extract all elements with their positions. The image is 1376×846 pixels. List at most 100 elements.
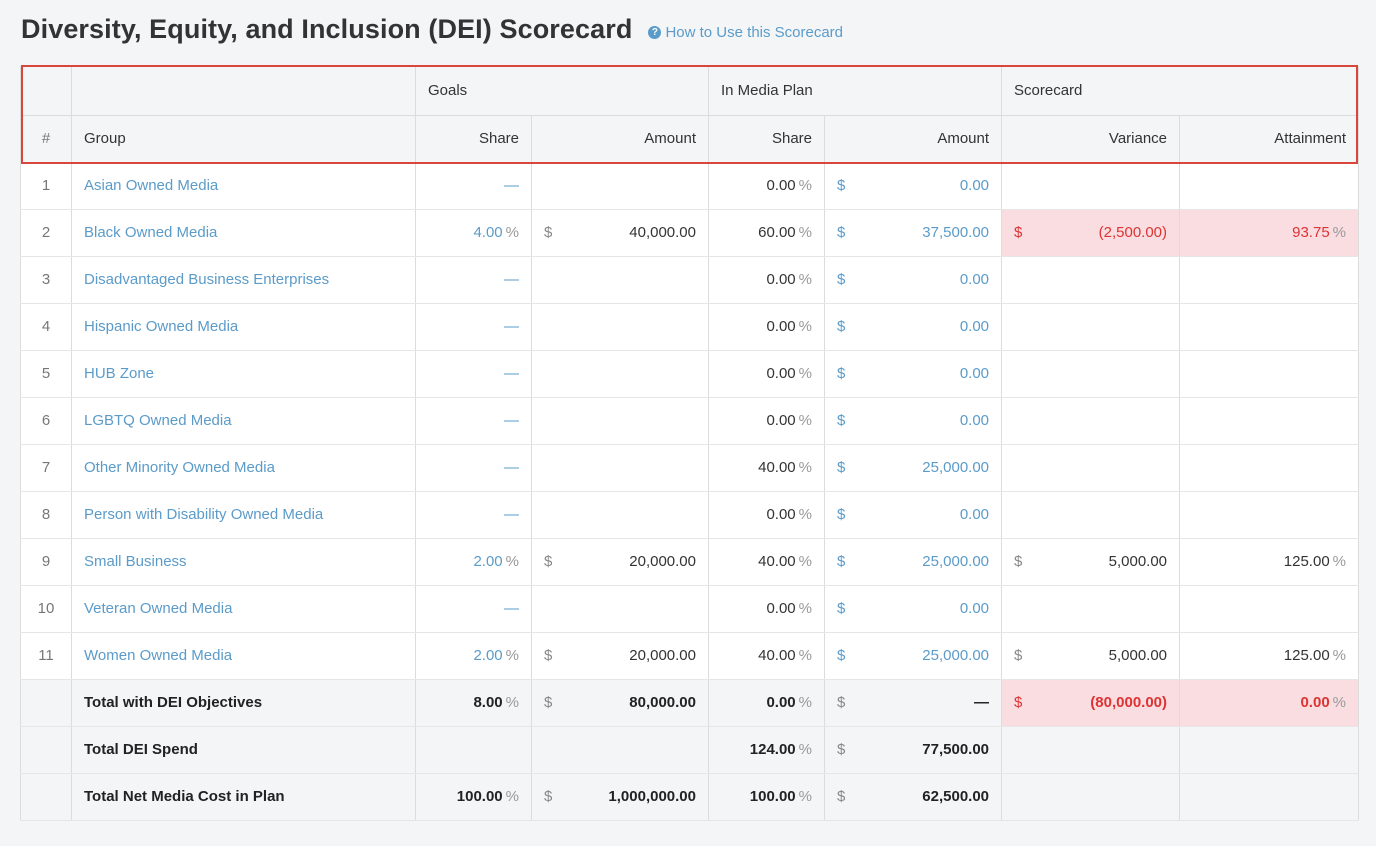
percent-sign: %: [798, 694, 812, 711]
empty-cell: [531, 350, 709, 398]
percent-sign: %: [1332, 553, 1347, 570]
table-row: 8 Person with Disability Owned Media — 0…: [20, 491, 1360, 539]
group-link[interactable]: Black Owned Media: [71, 209, 416, 257]
empty-cell: [531, 397, 709, 445]
total-plan-amount: $62,500.00: [824, 773, 1003, 821]
empty-cell: [1001, 350, 1181, 398]
row-index: 1: [20, 162, 72, 210]
group-link[interactable]: Hispanic Owned Media: [71, 303, 416, 351]
total-row: Total with DEI Objectives 8.00% $80,000.…: [20, 679, 1360, 727]
plan-share-cell: 0.00%: [708, 350, 825, 398]
plan-amount-cell: $0.00: [824, 350, 1003, 398]
header-blank-index: [20, 66, 72, 116]
percent-sign: %: [798, 600, 812, 617]
empty-cell: [1001, 256, 1181, 304]
table-row: 4 Hispanic Owned Media — 0.00% $0.00: [20, 303, 1360, 351]
help-link[interactable]: ? How to Use this Scorecard: [648, 24, 843, 41]
empty-cell: [1001, 397, 1181, 445]
percent-sign: %: [798, 459, 812, 476]
plan-amount-cell: $25,000.00: [824, 444, 1003, 492]
total-index-blank: [20, 773, 72, 821]
row-index: 2: [20, 209, 72, 257]
dollar-sign: $: [544, 224, 553, 241]
goal-amount-cell: $20,000.00: [531, 632, 709, 680]
empty-cell: [1179, 162, 1360, 210]
total-variance: $ (80,000.00): [1001, 679, 1181, 727]
variance-cell: $ (2,500.00): [1001, 209, 1181, 257]
dollar-sign: $: [837, 788, 846, 805]
total-goal-amount: $1,000,000.00: [531, 773, 709, 821]
table-row: 3 Disadvantaged Business Enterprises — 0…: [20, 256, 1360, 304]
percent-sign: %: [798, 741, 812, 758]
row-index: 11: [20, 632, 72, 680]
total-plan-share: 124.00%: [708, 726, 825, 774]
col-goal-amount: Amount: [531, 115, 709, 163]
header-column-row: # Group Share Amount Share Amount Varian…: [20, 115, 1360, 163]
table-body: 1 Asian Owned Media — 0.00% $0.00 2 Blac…: [20, 162, 1360, 821]
percent-sign: %: [798, 224, 812, 241]
percent-sign: %: [1332, 647, 1347, 664]
plan-share-cell: 0.00%: [708, 397, 825, 445]
plan-share-cell: 0.00%: [708, 256, 825, 304]
group-link[interactable]: Disadvantaged Business Enterprises: [71, 256, 416, 304]
empty-cell: [1179, 585, 1360, 633]
empty-cell: [531, 491, 709, 539]
group-link[interactable]: HUB Zone: [71, 350, 416, 398]
goal-share-cell: —: [415, 397, 532, 445]
table-row: 7 Other Minority Owned Media — 40.00% $2…: [20, 444, 1360, 492]
table-row: 5 HUB Zone — 0.00% $0.00: [20, 350, 1360, 398]
dollar-sign: $: [837, 459, 846, 476]
percent-sign: %: [798, 177, 812, 194]
row-index: 5: [20, 350, 72, 398]
plan-amount-cell: $0.00: [824, 585, 1003, 633]
attainment-cell: 125.00%: [1179, 538, 1360, 586]
plan-share-cell: 0.00%: [708, 162, 825, 210]
group-link[interactable]: Women Owned Media: [71, 632, 416, 680]
dollar-sign: $: [837, 694, 846, 711]
empty-cell: [531, 303, 709, 351]
dollar-sign: $: [837, 647, 846, 664]
total-label: Total Net Media Cost in Plan: [71, 773, 416, 821]
total-plan-share: 100.00%: [708, 773, 825, 821]
percent-sign: %: [1332, 694, 1347, 711]
plan-share-cell: 40.00%: [708, 632, 825, 680]
goal-share-cell: 2.00%: [415, 538, 532, 586]
percent-sign: %: [798, 788, 812, 805]
percent-sign: %: [798, 365, 812, 382]
total-row: Total DEI Spend 124.00% $77,500.00: [20, 726, 1360, 774]
help-link-label: How to Use this Scorecard: [665, 24, 844, 41]
goal-amount-cell: $20,000.00: [531, 538, 709, 586]
group-link[interactable]: Other Minority Owned Media: [71, 444, 416, 492]
percent-sign: %: [505, 224, 519, 241]
dollar-sign: $: [837, 506, 846, 523]
group-link[interactable]: Small Business: [71, 538, 416, 586]
row-index: 8: [20, 491, 72, 539]
empty-cell: [1179, 726, 1360, 774]
dollar-sign: $: [837, 318, 846, 335]
row-index: 9: [20, 538, 72, 586]
row-index: 4: [20, 303, 72, 351]
group-link[interactable]: Asian Owned Media: [71, 162, 416, 210]
goal-amount-cell: $40,000.00: [531, 209, 709, 257]
total-row: Total Net Media Cost in Plan 100.00% $1,…: [20, 773, 1360, 821]
empty-cell: [415, 726, 532, 774]
dollar-sign: $: [1014, 224, 1023, 241]
empty-cell: [1179, 444, 1360, 492]
header-scorecard: Scorecard: [1001, 66, 1360, 116]
plan-amount-cell: $25,000.00: [824, 632, 1003, 680]
empty-cell: [531, 726, 709, 774]
dollar-sign: $: [837, 412, 846, 429]
group-link[interactable]: Veteran Owned Media: [71, 585, 416, 633]
plan-share-cell: 0.00%: [708, 585, 825, 633]
total-goal-share: 8.00%: [415, 679, 532, 727]
attainment-cell: 93.75%: [1179, 209, 1360, 257]
goal-share-cell: —: [415, 256, 532, 304]
row-index: 3: [20, 256, 72, 304]
group-link[interactable]: LGBTQ Owned Media: [71, 397, 416, 445]
empty-cell: [531, 162, 709, 210]
group-link[interactable]: Person with Disability Owned Media: [71, 491, 416, 539]
dollar-sign: $: [544, 694, 553, 711]
scorecard-table-wrap: Goals In Media Plan Scorecard # Group Sh…: [20, 66, 1360, 821]
goal-share-cell: 4.00%: [415, 209, 532, 257]
row-index: 10: [20, 585, 72, 633]
